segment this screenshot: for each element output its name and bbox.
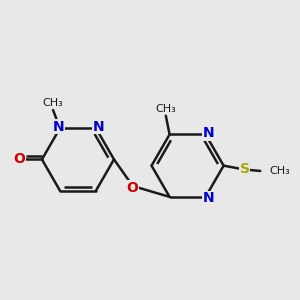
Text: S: S — [240, 162, 250, 176]
Text: O: O — [126, 181, 138, 195]
Text: O: O — [14, 152, 25, 167]
Text: N: N — [202, 126, 214, 140]
Text: CH₃: CH₃ — [42, 98, 63, 108]
Text: CH₃: CH₃ — [155, 104, 176, 114]
Text: N: N — [202, 191, 214, 206]
Text: N: N — [92, 120, 104, 134]
Text: N: N — [52, 120, 64, 134]
Text: CH₃: CH₃ — [269, 166, 290, 176]
